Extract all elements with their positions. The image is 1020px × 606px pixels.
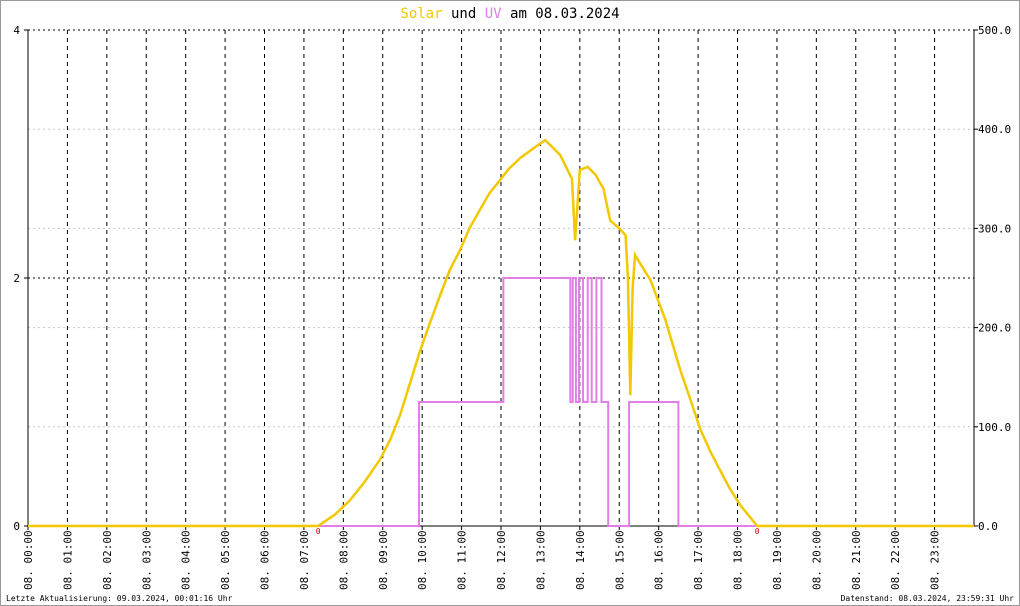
- x-tick-label: 08. 22:00: [889, 530, 902, 590]
- x-tick-label: 08. 21:00: [850, 530, 863, 590]
- y-tick-label: 2: [13, 272, 20, 285]
- y-tick-label: 4: [13, 24, 20, 37]
- title-solar: Solar: [400, 6, 442, 22]
- x-tick-label: 08. 20:00: [810, 530, 823, 590]
- y2-tick-label: 100.0: [978, 421, 1011, 434]
- y2-tick-label: 500.0: [978, 24, 1011, 37]
- x-tick-label: 08. 03:00: [140, 530, 153, 590]
- x-tick-label: 08. 08:00: [337, 530, 350, 590]
- title-uv: UV: [485, 6, 502, 22]
- y2-tick-label: 300.0: [978, 222, 1011, 235]
- y-tick-label: 0: [13, 520, 20, 533]
- x-tick-label: 08. 12:00: [495, 530, 508, 590]
- annotation: 0: [755, 527, 760, 536]
- chart-title: Solar und UV am 08.03.2024: [400, 6, 619, 22]
- title-end: am 08.03.2024: [510, 6, 620, 22]
- x-tick-label: 08. 07:00: [298, 530, 311, 590]
- x-tick-label: 08. 05:00: [219, 530, 232, 590]
- x-tick-label: 08. 10:00: [416, 530, 429, 590]
- x-tick-label: 08. 13:00: [534, 530, 547, 590]
- y2-tick-label: 200.0: [978, 322, 1011, 335]
- x-tick-label: 08. 04:00: [180, 530, 193, 590]
- x-tick-label: 08. 11:00: [456, 530, 469, 590]
- x-tick-label: 08. 00:00: [22, 530, 35, 590]
- y2-tick-label: 400.0: [978, 123, 1011, 136]
- x-tick-label: 08. 01:00: [61, 530, 74, 590]
- y2-tick-label: 0.0: [978, 520, 998, 533]
- x-tick-label: 08. 16:00: [653, 530, 666, 590]
- footer-left: Letzte Aktualisierung: 09.03.2024, 00:01…: [6, 594, 233, 603]
- title-mid: und: [451, 6, 476, 22]
- x-tick-label: 08. 23:00: [929, 530, 942, 590]
- x-tick-label: 08. 02:00: [101, 530, 114, 590]
- footer-right: Datenstand: 08.03.2024, 23:59:31 Uhr: [841, 594, 1015, 603]
- series-line: [28, 277, 974, 527]
- x-tick-label: 08. 14:00: [574, 530, 587, 590]
- series-line: [28, 138, 974, 528]
- x-tick-label: 08. 17:00: [692, 530, 705, 590]
- x-tick-label: 08. 09:00: [377, 530, 390, 590]
- annotation: 0: [316, 527, 321, 536]
- x-tick-label: 08. 06:00: [259, 530, 272, 590]
- x-tick-label: 08. 15:00: [613, 530, 626, 590]
- x-tick-label: 08. 19:00: [771, 530, 784, 590]
- x-tick-label: 08. 18:00: [732, 530, 745, 590]
